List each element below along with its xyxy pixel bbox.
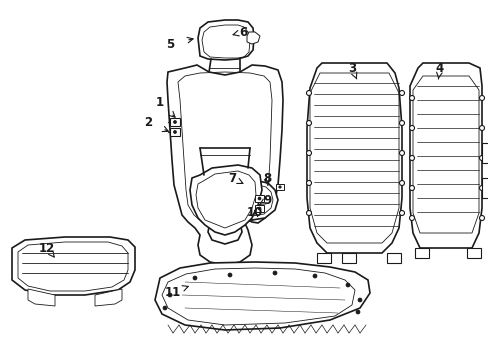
Circle shape — [306, 180, 311, 185]
Circle shape — [312, 274, 316, 278]
Circle shape — [408, 95, 414, 100]
Polygon shape — [235, 181, 278, 220]
Polygon shape — [95, 289, 122, 306]
Polygon shape — [28, 289, 55, 306]
Circle shape — [278, 186, 281, 188]
Polygon shape — [246, 32, 260, 44]
Text: 5: 5 — [165, 37, 174, 50]
Circle shape — [479, 216, 484, 220]
Polygon shape — [306, 63, 401, 253]
Bar — [414, 248, 428, 258]
Circle shape — [173, 130, 176, 134]
Circle shape — [408, 185, 414, 190]
Bar — [481, 178, 488, 198]
Text: 6: 6 — [238, 26, 246, 39]
Bar — [170, 128, 180, 136]
Circle shape — [168, 293, 172, 297]
Circle shape — [479, 126, 484, 130]
Circle shape — [193, 276, 197, 280]
Text: 1: 1 — [156, 96, 164, 109]
Circle shape — [173, 121, 176, 123]
Text: 8: 8 — [263, 171, 270, 184]
Circle shape — [272, 271, 276, 275]
Text: 10: 10 — [246, 206, 263, 219]
Circle shape — [163, 306, 167, 310]
Bar — [170, 118, 180, 126]
Circle shape — [355, 310, 359, 314]
Bar — [316, 253, 330, 263]
Text: 9: 9 — [263, 194, 270, 207]
Text: 12: 12 — [39, 242, 55, 255]
Bar — [254, 205, 264, 212]
Text: 11: 11 — [164, 285, 181, 298]
Circle shape — [357, 298, 361, 302]
Polygon shape — [12, 237, 135, 295]
Polygon shape — [155, 262, 369, 330]
Circle shape — [399, 90, 404, 95]
Bar — [275, 184, 284, 190]
Circle shape — [408, 216, 414, 220]
Text: 7: 7 — [227, 171, 236, 184]
Polygon shape — [167, 65, 283, 265]
Circle shape — [479, 185, 484, 190]
Bar — [254, 195, 264, 202]
Circle shape — [306, 90, 311, 95]
Polygon shape — [409, 63, 481, 248]
Bar — [341, 253, 355, 263]
Circle shape — [399, 211, 404, 216]
Circle shape — [306, 121, 311, 126]
Circle shape — [479, 95, 484, 100]
Circle shape — [399, 121, 404, 126]
Circle shape — [399, 180, 404, 185]
Circle shape — [408, 126, 414, 130]
Circle shape — [306, 211, 311, 216]
Text: 2: 2 — [143, 116, 152, 129]
Circle shape — [479, 156, 484, 161]
Polygon shape — [207, 218, 242, 244]
Circle shape — [258, 207, 261, 210]
Circle shape — [227, 273, 231, 277]
Bar — [466, 248, 480, 258]
Circle shape — [306, 150, 311, 156]
Circle shape — [399, 150, 404, 156]
Circle shape — [408, 156, 414, 161]
Text: 3: 3 — [347, 62, 355, 75]
Polygon shape — [198, 20, 253, 60]
Bar — [481, 143, 488, 163]
Bar — [386, 253, 400, 263]
Circle shape — [258, 197, 261, 200]
Circle shape — [346, 283, 349, 287]
Polygon shape — [190, 165, 262, 235]
Text: 4: 4 — [435, 62, 443, 75]
